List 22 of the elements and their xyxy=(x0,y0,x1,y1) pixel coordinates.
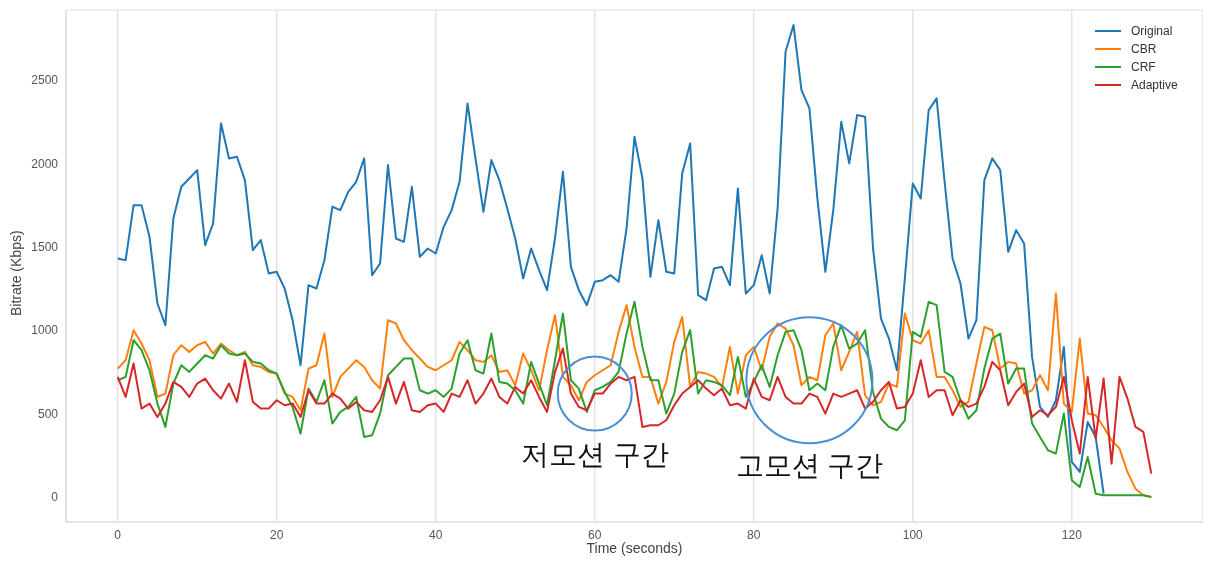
x-tick-label: 20 xyxy=(270,527,284,542)
legend-label: Adaptive xyxy=(1131,77,1179,94)
y-tick-label: 0 xyxy=(51,490,59,505)
line-series xyxy=(116,24,1105,495)
annotation: 저모션 구간 xyxy=(520,438,669,470)
x-tick-label: 60 xyxy=(588,527,602,542)
x-tick-label: 80 xyxy=(747,527,761,542)
legend-label: Original xyxy=(1131,23,1174,40)
legend-label: CBR xyxy=(1131,41,1158,58)
y-tick-label: 2500 xyxy=(31,73,59,88)
legend-label: CRF xyxy=(1131,59,1157,76)
x-axis-title: Time (seconds) xyxy=(586,540,683,556)
x-tick-label: 0 xyxy=(114,527,122,542)
x-tick-label: 100 xyxy=(902,527,924,542)
x-tick-label: 120 xyxy=(1061,527,1083,542)
annotation: 고모션 구간 xyxy=(735,450,884,482)
y-tick-label: 500 xyxy=(37,406,59,421)
y-tick-label: 1500 xyxy=(31,240,59,255)
x-tick-label: 40 xyxy=(429,527,443,542)
y-tick-label: 1000 xyxy=(31,323,59,338)
y-tick-label: 2000 xyxy=(31,156,59,171)
y-axis-title: Bitrate (Kbps) xyxy=(7,230,24,316)
